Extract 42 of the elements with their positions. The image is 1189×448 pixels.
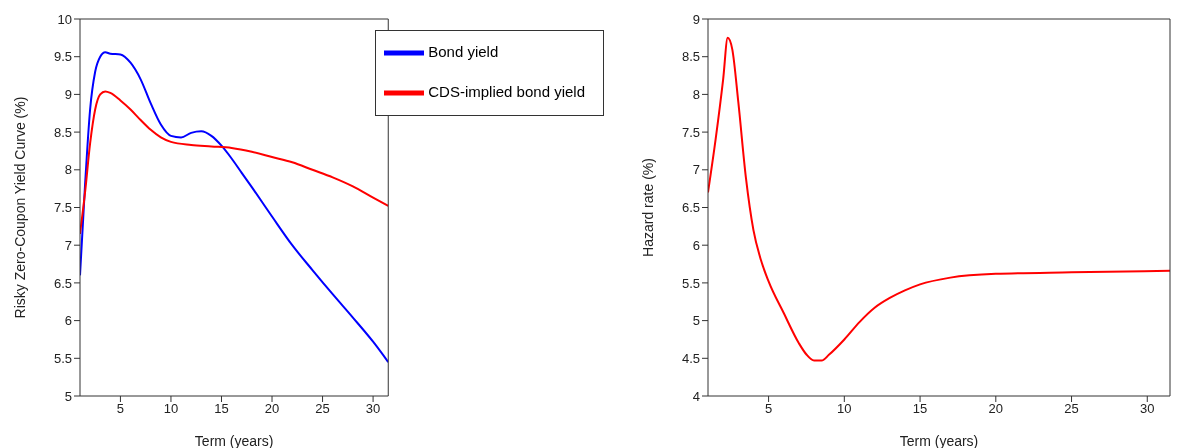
y-tick-label: 6.5 (53, 275, 72, 291)
x-tick-label: 5 (764, 401, 773, 417)
y-tick-label: 8 (64, 162, 72, 178)
y-tick-label: 6 (692, 237, 700, 253)
x-tick-label: 5 (116, 401, 125, 417)
legend-label: CDS-implied bond yield (428, 82, 585, 100)
x-tick-label: 10 (837, 401, 852, 417)
y-tick-label: 8.5 (53, 124, 72, 140)
y-tick-label: 7.5 (53, 200, 72, 216)
y-tick-label: 6.5 (681, 200, 700, 216)
y-tick-label: 9 (64, 87, 72, 103)
x-tick-label: 30 (365, 401, 381, 417)
x-tick-label: 15 (214, 401, 229, 417)
legend-label: Bond yield (428, 42, 499, 60)
line-series (708, 36, 1170, 362)
y-axis-title: Hazard rate (%) (639, 158, 656, 257)
y-tick-label: 7 (692, 162, 700, 178)
y-tick-label: 6 (64, 313, 72, 329)
x-tick-label: 25 (315, 401, 330, 417)
y-tick-label: 4.5 (681, 350, 700, 366)
y-tick-label: 8.5 (681, 49, 700, 65)
x-tick-label: 10 (163, 401, 179, 417)
y-tick-label: 5 (692, 313, 700, 329)
x-axis-title: Term (years) (899, 433, 979, 448)
x-tick-label: 20 (264, 401, 280, 417)
y-tick-label: 4 (692, 388, 700, 404)
x-axis-title: Term (years) (194, 433, 274, 448)
x-tick-label: 15 (912, 401, 928, 417)
y-tick-label: 9.5 (53, 49, 72, 65)
x-tick-label: 20 (988, 401, 1004, 417)
y-tick-label: 5 (64, 388, 72, 404)
line-series (80, 51, 389, 364)
y-tick-label: 7 (64, 237, 72, 253)
y-tick-label: 7.5 (681, 124, 700, 140)
x-tick-label: 30 (1140, 401, 1155, 417)
y-tick-label: 5.5 (681, 275, 700, 291)
y-tick-label: 10 (57, 11, 72, 27)
y-tick-label: 9 (692, 11, 700, 27)
y-tick-label: 8 (692, 87, 700, 103)
x-tick-label: 25 (1064, 401, 1079, 417)
y-tick-label: 5.5 (53, 350, 72, 366)
y-axis-title: Risky Zero-Coupon Yield Curve (%) (11, 96, 28, 319)
